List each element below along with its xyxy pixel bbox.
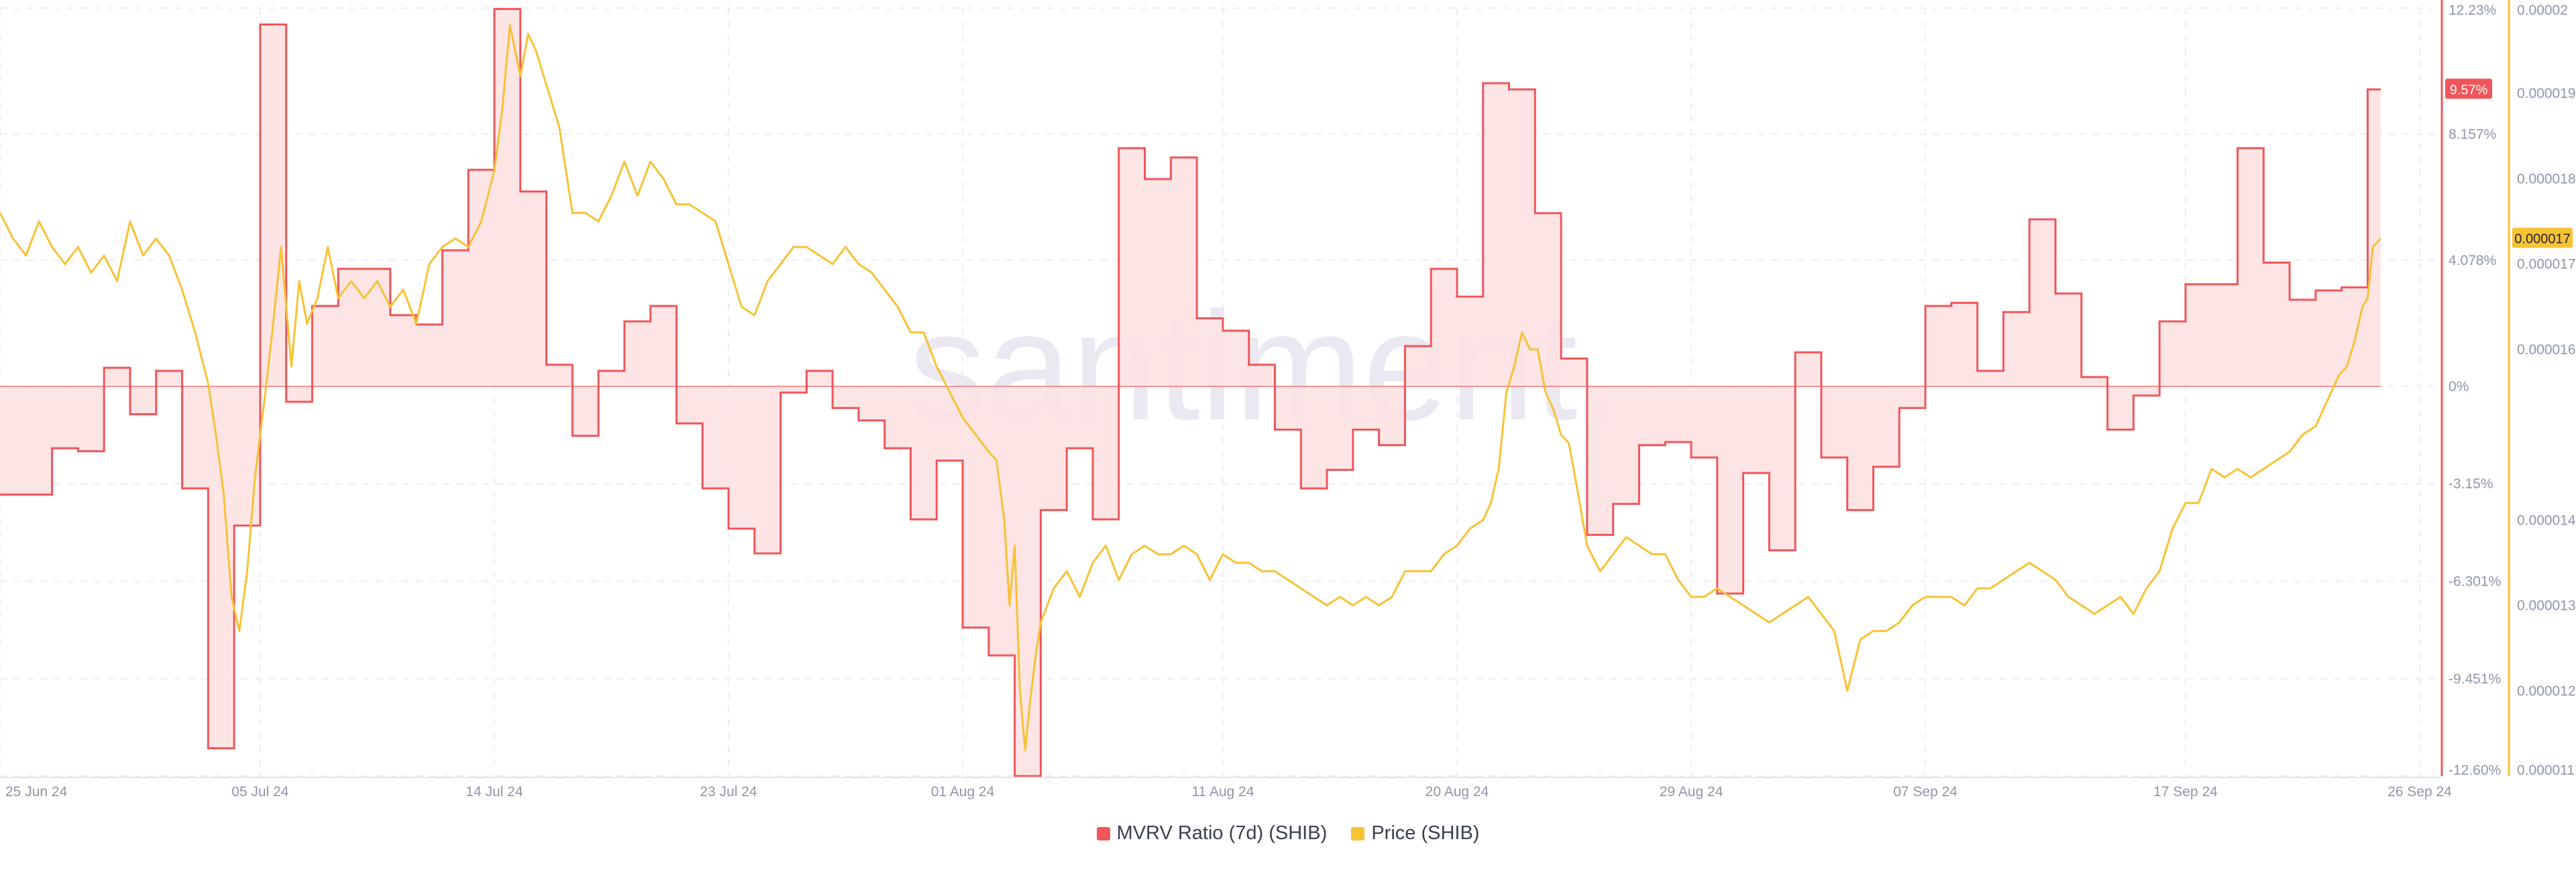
mvrv-tick-label: 8.157% <box>2449 127 2496 142</box>
x-tick-label: 05 Jul 24 <box>231 784 289 800</box>
x-tick-label: 17 Sep 24 <box>2153 784 2218 800</box>
mvrv-line <box>0 7 2381 777</box>
mvrv-tick-label: 0% <box>2449 379 2469 394</box>
chart-legend: MVRV Ratio (7d) (SHIB) Price (SHIB) <box>0 822 2576 846</box>
left-axis-ticks: 12.23% 8.157% 4.078% 0% -3.15% -6.301% -9.451%… <box>2449 3 2501 778</box>
right-axis-ticks: 0.00002 0.000019 0.000018 0.000017 0.000016 0… <box>2517 3 2576 778</box>
mvrv-tick-label: 12.23% <box>2449 3 2496 18</box>
mvrv-area <box>0 9 2381 776</box>
mvrv-series <box>0 7 2381 777</box>
mvrv-tick-label: -9.451% <box>2449 671 2501 687</box>
legend-item-mvrv[interactable]: MVRV Ratio (7d) (SHIB) <box>1096 822 1328 844</box>
x-tick-label: 07 Sep 24 <box>1893 784 1957 800</box>
x-axis-ticks: 25 Jun 24 05 Jul 24 14 Jul 24 23 Jul 24 01 A… <box>5 784 2452 800</box>
price-current-badge <box>2512 227 2573 248</box>
price-tick-label: 0.000017 <box>2517 257 2576 272</box>
x-tick-label: 29 Aug 24 <box>1660 784 1723 800</box>
price-tick-label: 0.000014 <box>2517 512 2576 528</box>
mvrv-tick-label: -3.15% <box>2449 476 2493 492</box>
price-tick-label: 0.000019 <box>2517 86 2576 101</box>
price-tick-label: 0.000011 <box>2517 763 2575 778</box>
x-tick-label: 01 Aug 24 <box>931 784 995 800</box>
x-tick-label: 25 Jun 24 <box>5 784 68 800</box>
mvrv-tick-label: -6.301% <box>2449 574 2501 590</box>
legend-item-price[interactable]: Price (SHIB) <box>1351 822 1479 844</box>
price-line <box>0 23 2381 752</box>
x-tick-label: 20 Aug 24 <box>1426 784 1489 800</box>
x-tick-label: 26 Sep 24 <box>2387 784 2452 800</box>
price-tick-label: 0.00002 <box>2517 3 2568 18</box>
mvrv-current-value: 9.57% <box>2450 83 2488 97</box>
mvrv-fill-area <box>0 9 2381 776</box>
price-current-value: 0.000017 <box>2514 232 2570 247</box>
price-tick-label: 0.000018 <box>2517 171 2576 186</box>
x-tick-label: 14 Jul 24 <box>466 784 523 800</box>
mvrv-swatch <box>1096 826 1110 840</box>
price-tick-label: 0.000016 <box>2517 342 2576 358</box>
mvrv-tick-label: -12.60% <box>2449 763 2501 778</box>
price-series <box>0 23 2381 752</box>
mvrv-tick-label: 4.078% <box>2449 253 2496 268</box>
current-value-badges: 9.57% 0.000017 <box>2445 78 2573 248</box>
legend-label-mvrv: MVRV Ratio (7d) (SHIB) <box>1116 822 1328 844</box>
price-tick-label: 0.000013 <box>2517 598 2576 614</box>
axes <box>0 0 2510 778</box>
x-tick-label: 23 Jul 24 <box>700 784 757 800</box>
price-swatch <box>1351 826 1365 840</box>
legend-label-price: Price (SHIB) <box>1371 822 1480 844</box>
price-tick-label: 0.000012 <box>2517 684 2576 699</box>
x-tick-label: 11 Aug 24 <box>1191 784 1254 800</box>
mvrv-current-badge <box>2445 78 2492 99</box>
